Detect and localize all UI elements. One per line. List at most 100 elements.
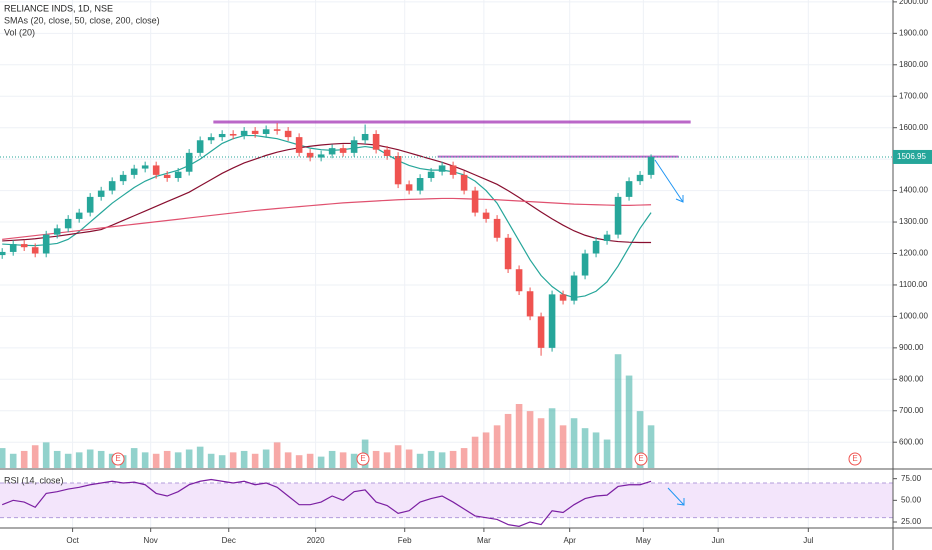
volume-bar: [273, 442, 281, 468]
event-marker[interactable]: E: [634, 452, 648, 466]
candle-body: [306, 152, 314, 158]
volume-bar: [218, 455, 226, 468]
volume-bar: [42, 442, 50, 468]
volume-bar: [240, 450, 248, 468]
volume-bar: [460, 448, 468, 468]
volume-bar: [548, 408, 556, 468]
volume-bar: [405, 449, 413, 468]
volume-bar: [317, 456, 325, 468]
candle-body: [196, 140, 204, 153]
event-circle: [634, 452, 648, 466]
candle-body: [64, 218, 72, 229]
volume-bar: [9, 453, 17, 468]
candle-body: [493, 218, 501, 238]
candle-body: [482, 212, 490, 219]
candle-body: [625, 181, 633, 197]
volume-bar: [130, 448, 138, 468]
rsi-band: [0, 483, 893, 518]
volume-bar: [504, 413, 512, 468]
y-tick-label: 900.00: [899, 343, 924, 352]
candle-body: [251, 130, 259, 134]
volume-label: Vol (20): [4, 27, 35, 37]
candle-body: [449, 165, 457, 175]
volume-bar: [449, 450, 457, 468]
volume-bar: [603, 439, 611, 468]
candle-body: [262, 129, 270, 134]
candle-body: [141, 165, 149, 169]
volume-bar: [350, 453, 358, 468]
volume-bar: [493, 425, 501, 468]
volume-bar: [416, 453, 424, 468]
y-tick-label: 1300.00: [899, 217, 928, 226]
candle-body: [350, 140, 358, 153]
y-tick-label: 1700.00: [899, 91, 928, 100]
volume-bar: [570, 418, 578, 468]
candle-body: [42, 234, 50, 254]
candle-body: [240, 130, 248, 136]
candle-body: [130, 168, 138, 175]
y-tick-label: 1400.00: [899, 186, 928, 195]
candle-body: [174, 171, 182, 179]
candle-body: [218, 133, 226, 138]
candle-body: [548, 294, 556, 348]
event-marker[interactable]: E: [356, 452, 370, 466]
event-marker[interactable]: E: [848, 452, 862, 466]
volume-bar: [251, 453, 259, 468]
candle-body: [273, 129, 281, 131]
volume-bar: [295, 455, 303, 468]
candle-body: [405, 184, 413, 191]
candle-body: [163, 174, 171, 179]
rsi-arrow: [667, 487, 685, 506]
candle-body: [559, 294, 567, 301]
volume-bar: [20, 450, 28, 468]
candle-body: [284, 130, 292, 138]
candle-body: [295, 137, 303, 153]
y-tick-label: 1200.00: [899, 249, 928, 258]
candle-body: [229, 133, 237, 136]
volume-bar: [438, 452, 446, 468]
candle-body: [97, 190, 105, 197]
event-label: E: [852, 454, 857, 463]
x-tick-label: Feb: [398, 536, 412, 545]
sma-line: [2, 142, 652, 244]
y-tick-label: 1000.00: [899, 312, 928, 321]
candle-body: [372, 133, 380, 150]
x-tick-label: May: [636, 536, 651, 545]
marks: [0, 120, 893, 527]
candle-body: [317, 154, 325, 158]
volume-bar: [394, 445, 402, 468]
rsi-label: RSI (14, close): [4, 475, 64, 485]
volume-bar: [196, 446, 204, 468]
x-tick-label: 2020: [307, 536, 325, 545]
candle-body: [207, 137, 215, 141]
y-tick-label: 2000.00: [899, 0, 928, 6]
volume-bar: [53, 450, 61, 468]
volume-bar: [339, 452, 347, 468]
volume-bar: [163, 450, 171, 468]
candle-body: [636, 174, 644, 182]
volume-bar: [262, 449, 270, 468]
candle-body: [570, 275, 578, 301]
volume-bar: [625, 375, 633, 468]
volume-bar: [383, 452, 391, 468]
candle-body: [504, 237, 512, 270]
x-tick-label: Mar: [477, 536, 491, 545]
candle-body: [416, 178, 424, 191]
volume-bar: [372, 450, 380, 468]
candle-body: [185, 152, 193, 172]
volume-bar: [0, 448, 6, 468]
event-label: E: [115, 454, 120, 463]
candle-body: [581, 253, 589, 276]
candle-body: [383, 149, 391, 156]
volume-bar: [152, 453, 160, 468]
event-circle: [848, 452, 862, 466]
volume-bar: [592, 432, 600, 468]
event-label: E: [360, 454, 365, 463]
candle-body: [603, 234, 611, 241]
event-marker[interactable]: E: [111, 452, 125, 466]
volume-bar: [526, 411, 534, 468]
volume-bar: [97, 450, 105, 468]
candle-body: [339, 148, 347, 153]
candle-body: [0, 251, 6, 256]
